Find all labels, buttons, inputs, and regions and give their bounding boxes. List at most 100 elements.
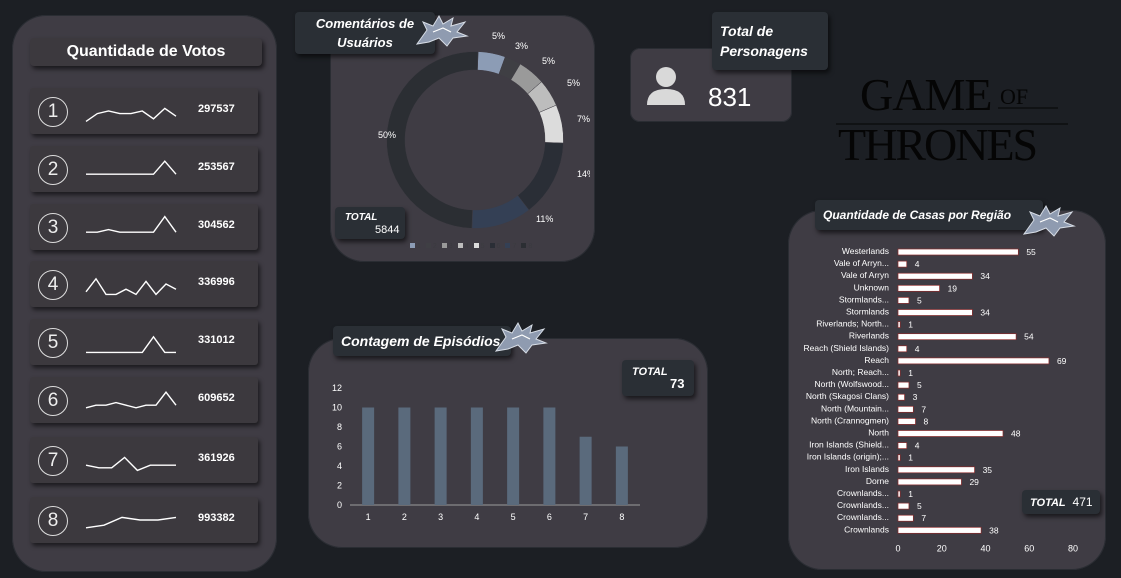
personagens-title-line2: Personagens — [720, 43, 808, 59]
episodes-bar — [543, 407, 556, 505]
houses-bar — [897, 321, 901, 328]
episodes-bar — [579, 436, 592, 505]
houses-category-label: Reach — [864, 355, 889, 365]
houses-category-label: Iron Islands (Shield... — [809, 440, 889, 450]
houses-bar-value: 4 — [915, 259, 920, 269]
legend-swatch — [505, 243, 511, 248]
episodes-bar — [507, 407, 520, 505]
houses-bar — [897, 454, 901, 462]
episodes-title: Contagem de Episódios — [333, 326, 511, 356]
votes-title: Quantidade de Votos — [30, 38, 262, 66]
vote-sparkline — [86, 215, 177, 233]
comments-title-line1: Comentários de — [315, 16, 415, 31]
legend-swatch — [521, 243, 527, 248]
houses-bar-value: 5 — [917, 295, 922, 305]
vote-row-value: 253567 — [198, 161, 235, 173]
legend-swatch — [473, 243, 479, 248]
vote-sparkline-line — [85, 107, 177, 122]
vote-row-number: 3 — [38, 213, 68, 243]
comments-total-label: TOTAL — [345, 212, 378, 223]
donut-slice — [386, 51, 479, 229]
houses-category-label: North; Reach... — [832, 367, 889, 377]
houses-bar-value: 19 — [948, 283, 958, 293]
vote-sparkline — [86, 160, 177, 175]
houses-bar — [897, 526, 982, 534]
x-tick-label: 5 — [511, 512, 516, 522]
vote-row-number: 4 — [38, 270, 68, 300]
direwolf-sigil-icon — [415, 14, 469, 47]
donut-slice-label: 5% — [542, 56, 555, 66]
donut-slice-label: 3% — [515, 41, 528, 51]
houses-bar-value: 7 — [921, 404, 926, 414]
houses-bar-value: 7 — [921, 513, 926, 523]
houses-bar — [897, 478, 962, 486]
houses-category-label: Dorne — [866, 476, 889, 486]
vote-sparkline — [85, 277, 177, 296]
vote-sparkline-line — [86, 160, 177, 175]
vote-row: 8 993382 — [30, 497, 258, 543]
x-tick-label: 4 — [474, 512, 479, 522]
houses-bar — [897, 405, 914, 413]
houses-bar-value: 5 — [917, 501, 922, 511]
donut-slice — [539, 104, 564, 144]
x-tick-label: 40 — [980, 543, 990, 553]
vote-row-number: 5 — [38, 328, 68, 358]
donut-slice-label: 5% — [567, 78, 580, 88]
houses-bar-value: 3 — [913, 392, 918, 402]
vote-row-value: 336996 — [198, 276, 235, 288]
x-tick-label: 8 — [619, 512, 624, 522]
personagens-title: Total de Personagens — [712, 12, 828, 70]
houses-bar-value: 8 — [924, 416, 929, 426]
vote-row: 3 304562 — [30, 204, 258, 250]
vote-sparkline — [85, 107, 177, 122]
houses-bar-value: 38 — [989, 525, 999, 535]
houses-category-label: North (Wolfswood... — [815, 379, 889, 389]
x-tick-label: 0 — [895, 543, 900, 553]
houses-category-label: Stormlands — [846, 307, 889, 317]
vote-sparkline-line — [86, 335, 176, 354]
houses-bar-value: 1 — [908, 368, 913, 378]
vote-row: 1 297537 — [30, 88, 258, 134]
vote-row-value: 297537 — [198, 103, 235, 115]
comments-title-line2: Usuários — [337, 35, 393, 50]
houses-category-label: Riverlands; North... — [816, 319, 889, 329]
houses-category-label: Stormlands... — [839, 294, 889, 304]
houses-total-box: TOTAL 471 — [1022, 490, 1100, 514]
comments-donut-chart: 5% 3% 5% 5% 7% 14% 11% 50% — [378, 31, 590, 229]
vote-row: 2 253567 — [30, 146, 258, 192]
personagens-title-line1: Total de — [720, 23, 774, 39]
houses-bar-value: 4 — [915, 441, 920, 451]
houses-bar — [897, 442, 908, 449]
houses-bar — [897, 248, 1019, 256]
x-tick-label: 2 — [402, 512, 407, 522]
episodes-bar — [398, 407, 411, 505]
vote-row-number: 8 — [38, 506, 68, 536]
vote-row-value: 361926 — [198, 452, 235, 464]
houses-bar-value: 54 — [1024, 332, 1034, 342]
legend-label: 4 — [464, 243, 469, 250]
direwolf-sigil-icon — [1022, 204, 1076, 237]
episodes-bar — [615, 446, 628, 505]
houses-bar-value: 5 — [917, 380, 922, 390]
houses-title: Quantidade de Casas por Região — [815, 200, 1043, 230]
houses-bar — [897, 514, 914, 522]
houses-bar-value: 4 — [915, 344, 920, 354]
vote-row-value: 331012 — [198, 334, 235, 346]
donut-slice-label: 5% — [492, 31, 505, 41]
x-tick-label: 6 — [547, 512, 552, 522]
logo-line2: THRONES — [838, 119, 1036, 170]
houses-category-label: Unknown — [854, 282, 890, 292]
houses-bar — [897, 430, 1004, 437]
houses-category-label: Vale of Arryn... — [834, 258, 889, 268]
vote-row: 7 361926 — [30, 437, 258, 483]
houses-category-label: North (Skagosi Clans) — [806, 391, 889, 401]
personagens-value: 831 — [708, 82, 752, 112]
legend-swatch — [489, 243, 495, 248]
x-tick-label: 20 — [937, 543, 947, 553]
logo-of: OF — [1000, 84, 1028, 109]
legend-swatch — [457, 243, 463, 248]
x-tick-label: 60 — [1024, 543, 1034, 553]
vote-row-value: 609652 — [198, 392, 235, 404]
